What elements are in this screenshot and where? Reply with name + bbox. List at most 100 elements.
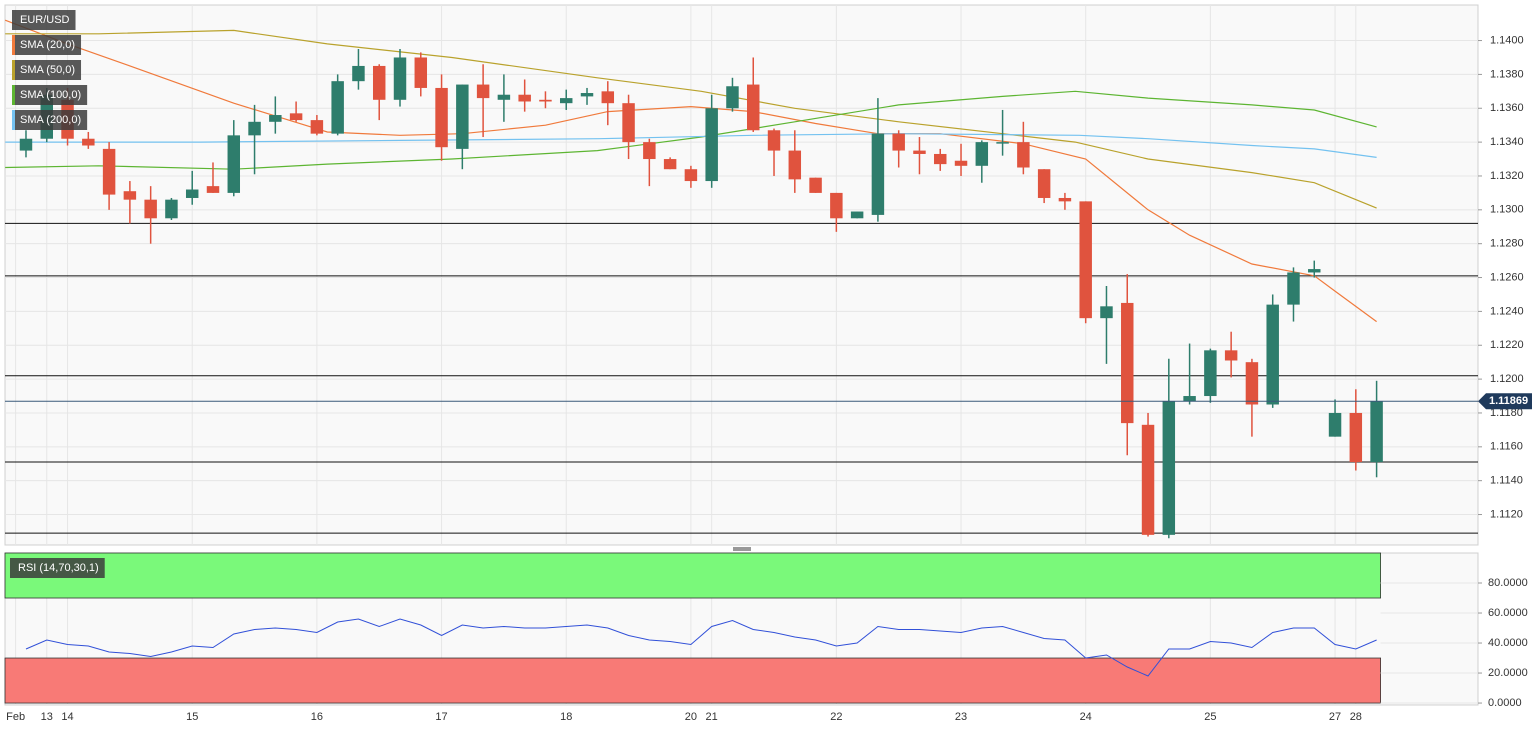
last-price-label: 1.11869 [1489, 395, 1528, 407]
y-tick-label: 1.1340 [1490, 136, 1524, 148]
candle-body [913, 150, 926, 154]
y-tick-label: 40.0000 [1488, 637, 1528, 649]
y-tick-label: 1.1280 [1490, 238, 1524, 250]
candle-body [684, 169, 698, 182]
x-tick-label: 16 [311, 711, 323, 723]
panel-resize-handle[interactable] [733, 547, 751, 551]
x-tick-label: 27 [1329, 711, 1341, 723]
candle-body [871, 133, 885, 215]
rsi-line [25, 618, 1377, 677]
candle-body [747, 84, 760, 131]
last-price-tag [1478, 393, 1532, 410]
legend-swatch [12, 85, 15, 105]
candle-body [1349, 412, 1363, 463]
candle-body [435, 87, 448, 148]
candle-body [1287, 272, 1300, 305]
candle-body [850, 211, 864, 219]
sma-line [5, 90, 1377, 170]
candle-body [1121, 302, 1134, 424]
candle-body [393, 57, 407, 100]
sma-line [5, 29, 1377, 209]
y-tick-label: 0.0000 [1488, 697, 1522, 709]
candle-body [227, 135, 241, 193]
candle-body [497, 94, 511, 100]
x-tick-label: 23 [955, 711, 967, 723]
candle-body [788, 150, 802, 180]
candle-body [975, 142, 989, 166]
legend-label: SMA (20,0) [20, 39, 75, 51]
candle-body [456, 84, 469, 149]
candle-body [643, 142, 656, 160]
x-tick-label: 14 [61, 711, 73, 723]
x-tick-label: 22 [830, 711, 842, 723]
candle-body [144, 199, 157, 219]
y-tick-label: 1.1220 [1490, 339, 1524, 351]
candle-body [19, 138, 33, 151]
legend-swatch [12, 35, 15, 55]
rsi-band [4, 552, 1382, 599]
x-tick-label: 28 [1350, 711, 1362, 723]
price-panel [4, 4, 1479, 546]
candle-body [1266, 304, 1279, 405]
legend-label: SMA (100,0) [20, 89, 81, 101]
y-tick-label: 1.1160 [1490, 441, 1523, 453]
y-tick-label: 1.1260 [1490, 271, 1524, 283]
candle-body [809, 177, 822, 193]
candle-body [726, 86, 739, 109]
legend-swatch [12, 110, 15, 130]
y-tick-label: 60.0000 [1488, 607, 1528, 619]
candle-body [82, 138, 95, 146]
x-tick-label: 20 [685, 711, 697, 723]
y-tick-label: 1.1320 [1490, 170, 1524, 182]
candle-body [1183, 396, 1196, 402]
candle-body [559, 98, 573, 104]
candle-body [414, 57, 428, 88]
legend-box [12, 85, 88, 105]
candle-body [830, 192, 843, 219]
candle-body [102, 148, 116, 195]
x-tick-label: 18 [560, 711, 572, 723]
legend-label: RSI (14,70,30,1) [18, 562, 99, 574]
candle-body [1100, 306, 1113, 319]
candle-body [1308, 269, 1321, 273]
candle-body [310, 120, 324, 134]
candle-body [892, 133, 905, 151]
rsi-band [4, 657, 1382, 704]
x-tick-label: 25 [1204, 711, 1216, 723]
candle-body [1224, 350, 1238, 361]
legend-box [10, 558, 105, 578]
candle-body [1017, 142, 1030, 168]
candle-body [1245, 362, 1259, 405]
candle-body [934, 153, 947, 165]
legend-label: SMA (200,0) [20, 114, 81, 126]
candle-body [372, 65, 386, 100]
legend-box [12, 35, 82, 55]
candle-body [518, 94, 531, 102]
candle-body [331, 81, 344, 134]
candle-body [1037, 169, 1051, 198]
candle-body [1079, 201, 1092, 319]
candle-body [954, 160, 968, 166]
x-tick-label: Feb [6, 711, 25, 723]
candle-body [248, 121, 261, 136]
y-tick-label: 1.1380 [1490, 68, 1524, 80]
y-tick-label: 1.1180 [1490, 407, 1523, 419]
x-tick-label: 24 [1080, 711, 1092, 723]
candle-body [165, 199, 178, 219]
candle-body [206, 186, 220, 193]
candle-body [1328, 412, 1342, 437]
legend-box [12, 10, 76, 30]
candle-body [1370, 401, 1383, 463]
candle-body [185, 189, 199, 198]
y-tick-label: 1.1300 [1490, 204, 1524, 216]
candle-body [705, 108, 718, 182]
candle-body [289, 113, 303, 121]
candle-body [476, 84, 490, 99]
candle-body [1058, 197, 1072, 202]
candle-body [352, 65, 365, 82]
candle-body [622, 103, 635, 143]
legend-box [12, 60, 82, 80]
candle-body [580, 93, 594, 97]
